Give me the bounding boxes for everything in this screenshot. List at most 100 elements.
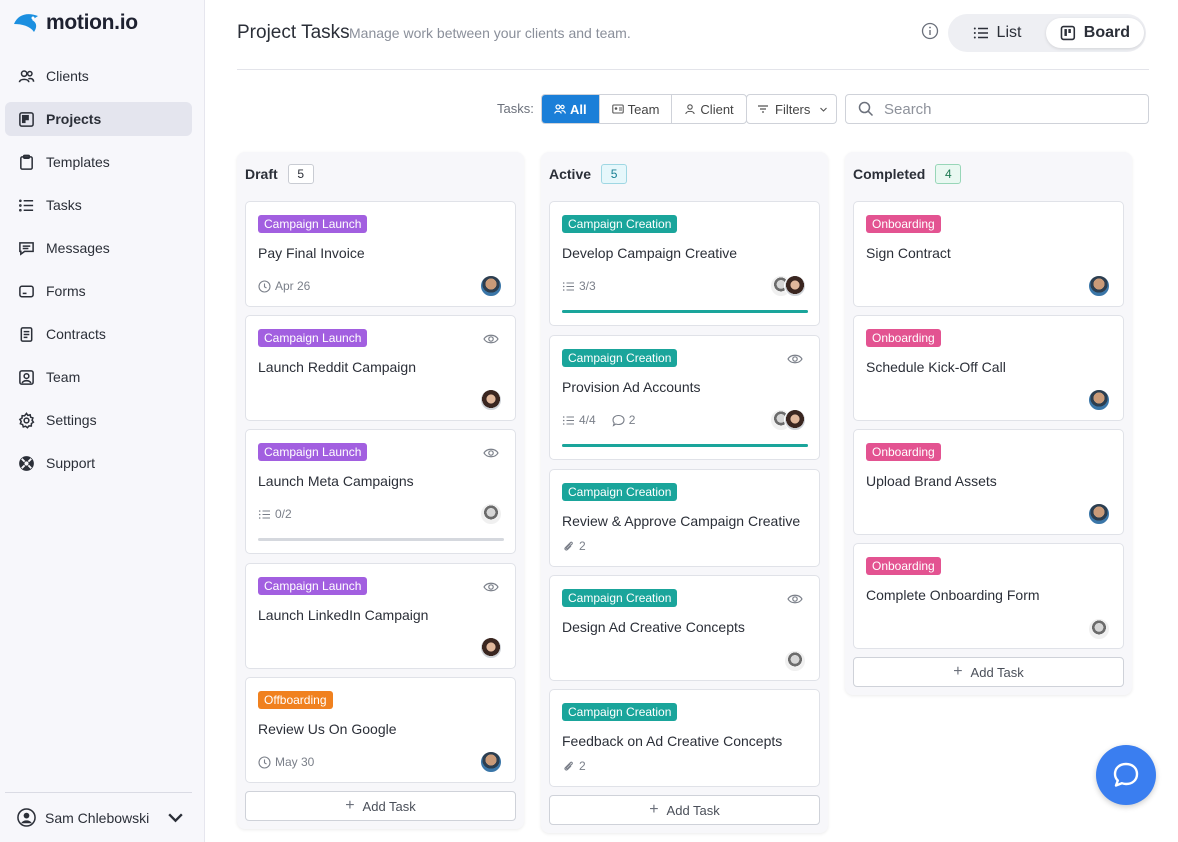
eye-icon[interactable] xyxy=(787,353,803,365)
column-title: Completed xyxy=(853,166,926,182)
column-header: Active 5 xyxy=(549,164,628,184)
attachment-count: 2 xyxy=(562,539,586,553)
avatar[interactable] xyxy=(784,650,806,672)
sidebar-item-tasks[interactable]: Tasks xyxy=(5,188,192,222)
user-menu[interactable]: Sam Chlebowski xyxy=(5,792,192,842)
add-task-label: Add Task xyxy=(970,664,1024,680)
filters-dropdown[interactable]: Filters xyxy=(746,94,837,124)
team-icon xyxy=(17,368,35,386)
scope-team-button[interactable]: Team xyxy=(600,95,673,123)
board-view-button[interactable]: Board xyxy=(1046,18,1144,48)
task-card[interactable]: Campaign Launch Launch LinkedIn Campaign xyxy=(245,563,516,669)
sidebar-item-clients[interactable]: Clients xyxy=(5,59,192,93)
clock-icon xyxy=(258,279,271,293)
sidebar-item-contracts[interactable]: Contracts xyxy=(5,317,192,351)
task-title: Pay Final Invoice xyxy=(258,245,365,261)
scope-client-button[interactable]: Client xyxy=(672,95,745,123)
avatar[interactable] xyxy=(480,503,502,525)
attachment-count: 2 xyxy=(562,759,586,773)
plus-icon: + xyxy=(345,797,355,814)
avatar[interactable] xyxy=(784,275,806,297)
add-task-button[interactable]: + Add Task xyxy=(853,657,1124,687)
avatar[interactable] xyxy=(784,409,806,431)
assignees xyxy=(480,275,502,297)
search-icon xyxy=(858,101,874,117)
sidebar-item-label: Messages xyxy=(46,240,110,256)
eye-icon[interactable] xyxy=(483,447,499,459)
scope-all-button[interactable]: All xyxy=(542,95,600,123)
task-card[interactable]: Onboarding Sign Contract xyxy=(853,201,1124,307)
avatar[interactable] xyxy=(1088,389,1110,411)
task-card[interactable]: Campaign Creation Review & Approve Campa… xyxy=(549,469,820,567)
progress-fill xyxy=(562,444,808,447)
eye-icon[interactable] xyxy=(787,593,803,605)
task-title: Launch LinkedIn Campaign xyxy=(258,607,429,623)
add-task-button[interactable]: + Add Task xyxy=(549,795,820,825)
progress-bar xyxy=(562,444,808,447)
task-card[interactable]: Campaign Creation Feedback on Ad Creativ… xyxy=(549,689,820,787)
form-icon xyxy=(17,282,35,300)
task-card[interactable]: Campaign Creation Develop Campaign Creat… xyxy=(549,201,820,326)
clock-icon xyxy=(258,755,271,769)
eye-icon[interactable] xyxy=(483,581,499,593)
eye-icon[interactable] xyxy=(483,333,499,345)
column-count: 4 xyxy=(935,164,962,184)
checklist-icon xyxy=(562,281,574,291)
board-view-label: Board xyxy=(1083,24,1130,41)
add-task-button[interactable]: + Add Task xyxy=(245,791,516,821)
avatar[interactable] xyxy=(1088,618,1110,640)
sidebar-item-forms[interactable]: Forms xyxy=(5,274,192,308)
sidebar-nav: Clients Projects Templates Tasks Message… xyxy=(5,59,192,489)
task-card[interactable]: Campaign Launch Launch Meta Campaigns 0/… xyxy=(245,429,516,554)
column-header: Completed 4 xyxy=(853,164,962,184)
task-card[interactable]: Onboarding Complete Onboarding Form xyxy=(853,543,1124,649)
task-tag: Campaign Launch xyxy=(258,329,368,347)
chat-launcher-button[interactable] xyxy=(1096,745,1156,805)
task-title: Feedback on Ad Creative Concepts xyxy=(562,733,783,749)
logo[interactable]: motion.io xyxy=(12,10,138,36)
assignees xyxy=(784,650,806,672)
task-card[interactable]: Campaign Creation Provision Ad Accounts … xyxy=(549,335,820,460)
info-icon[interactable] xyxy=(921,22,939,40)
page-header: Project Tasks Manage work between your c… xyxy=(237,14,1149,70)
attachment-count-text: 2 xyxy=(579,759,586,773)
user-icon xyxy=(685,104,696,115)
avatar[interactable] xyxy=(480,389,502,411)
column-count: 5 xyxy=(287,164,314,184)
list-view-button[interactable]: List xyxy=(952,18,1042,48)
sidebar-item-team[interactable]: Team xyxy=(5,360,192,394)
search-box xyxy=(845,94,1149,124)
task-card[interactable]: Campaign Creation Design Ad Creative Con… xyxy=(549,575,820,681)
task-tag: Campaign Launch xyxy=(258,443,368,461)
task-card[interactable]: Onboarding Upload Brand Assets xyxy=(853,429,1124,535)
user-name: Sam Chlebowski xyxy=(45,809,150,826)
search-input[interactable] xyxy=(884,100,1134,118)
sidebar-item-messages[interactable]: Messages xyxy=(5,231,192,265)
sidebar-item-settings[interactable]: Settings xyxy=(5,403,192,437)
task-title: Review & Approve Campaign Creative xyxy=(562,513,801,529)
avatar[interactable] xyxy=(1088,275,1110,297)
task-tag: Campaign Creation xyxy=(562,483,678,501)
message-icon xyxy=(17,239,35,257)
chat-bubble-icon xyxy=(1113,762,1139,787)
task-card[interactable]: Onboarding Schedule Kick-Off Call xyxy=(853,315,1124,421)
task-card[interactable]: Campaign Launch Launch Reddit Campaign xyxy=(245,315,516,421)
user-avatar-icon xyxy=(17,808,36,827)
sidebar-item-label: Tasks xyxy=(46,197,82,213)
column-active: Active 5 Campaign Creation Develop Campa… xyxy=(541,152,828,833)
avatar[interactable] xyxy=(480,751,502,773)
avatar[interactable] xyxy=(1088,503,1110,525)
sidebar-item-support[interactable]: Support xyxy=(5,446,192,480)
sidebar-item-templates[interactable]: Templates xyxy=(5,145,192,179)
avatar[interactable] xyxy=(480,275,502,297)
task-card[interactable]: Campaign Launch Pay Final Invoice Apr 26 xyxy=(245,201,516,307)
list-view-label: List xyxy=(996,24,1022,41)
task-tag: Campaign Creation xyxy=(562,215,678,233)
avatar[interactable] xyxy=(480,637,502,659)
sidebar-item-label: Settings xyxy=(46,412,97,428)
task-card[interactable]: Offboarding Review Us On Google May 30 xyxy=(245,677,516,783)
sidebar-item-projects[interactable]: Projects xyxy=(5,102,192,136)
board-icon xyxy=(1060,25,1076,41)
task-due-date: Apr 26 xyxy=(258,279,310,293)
subtask-count: 0/2 xyxy=(258,507,292,521)
